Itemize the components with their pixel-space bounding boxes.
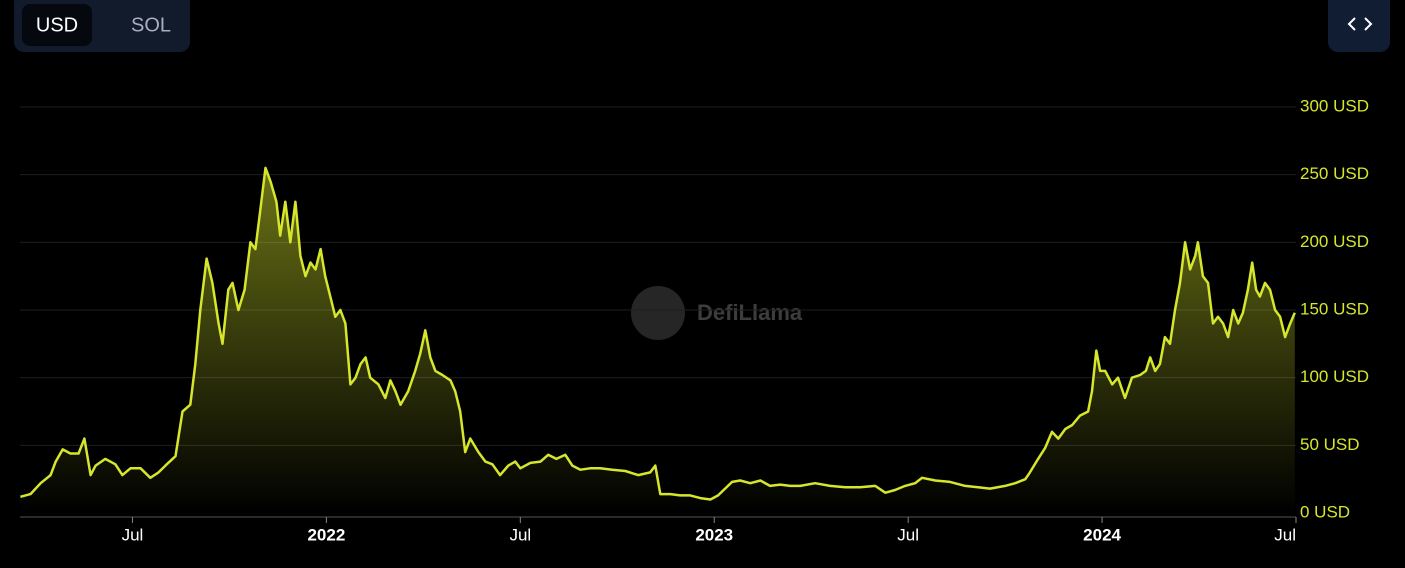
currency-toggle: USD SOL [14, 0, 190, 52]
chart: 0 USD 50 USD 100 USD 150 USD 200 USD 250 USD 3… [20, 96, 1369, 544]
y-tick-label: 50 USD [1300, 435, 1360, 454]
toggle-option[interactable]: USD [36, 14, 78, 36]
embed-button[interactable] [1328, 0, 1390, 52]
y-tick-label: 250 USD [1300, 164, 1369, 183]
x-tick-label: Jul [1274, 525, 1296, 544]
y-tick-label: 150 USD [1300, 299, 1369, 318]
price-line [20, 166, 1296, 501]
x-tick-label: 2024 [1083, 525, 1121, 544]
y-tick-label: 300 USD [1300, 96, 1369, 115]
y-tick-label: 0 USD [1300, 502, 1350, 521]
x-tick-label: 2023 [695, 525, 733, 544]
toggle-active[interactable] [22, 4, 92, 46]
y-tick-label: 200 USD [1300, 232, 1369, 251]
watermark-logo [631, 286, 685, 340]
watermark-text: DefiLlama [697, 300, 803, 325]
x-tick-label: 2022 [307, 525, 345, 544]
x-tick-label: Jul [897, 525, 919, 544]
watermark: DefiLlama [631, 286, 803, 340]
toggle-option[interactable]: SOL [131, 14, 171, 36]
embed-icon[interactable] [1347, 17, 1373, 31]
x-tick-label: Jul [122, 525, 144, 544]
y-tick-label: 100 USD [1300, 367, 1369, 386]
area [20, 167, 1295, 513]
embed-background[interactable] [1328, 0, 1390, 52]
x-tick-label: Jul [509, 525, 531, 544]
